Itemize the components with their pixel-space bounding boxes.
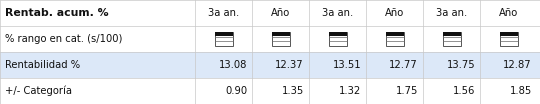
Text: 0.90: 0.90 [225,86,247,96]
Bar [0,52,540,78]
Text: 3a an.: 3a an. [208,8,239,18]
Text: 13.75: 13.75 [447,60,475,70]
Text: 12.77: 12.77 [389,60,418,70]
Text: 3a an.: 3a an. [436,8,467,18]
Bar [500,32,517,36]
Bar [214,32,233,36]
Text: Año: Año [271,8,290,18]
Bar [272,32,289,46]
Bar [328,32,347,36]
Text: +/- Categoría: +/- Categoría [5,86,72,96]
Text: 12.87: 12.87 [503,60,532,70]
Bar [0,0,540,26]
Text: % rango en cat. (s/100): % rango en cat. (s/100) [5,34,123,44]
Bar [442,32,461,36]
Text: 1.75: 1.75 [396,86,418,96]
Bar [328,32,347,46]
Text: 1.32: 1.32 [339,86,361,96]
Bar [386,32,403,46]
Text: 1.85: 1.85 [510,86,532,96]
Text: 13.08: 13.08 [219,60,247,70]
Bar [500,32,517,46]
Text: 13.51: 13.51 [333,60,361,70]
Text: Rentab. acum. %: Rentab. acum. % [5,8,109,18]
Bar [214,32,233,46]
Text: 1.56: 1.56 [453,86,475,96]
Text: 1.35: 1.35 [282,86,304,96]
Bar [0,78,540,104]
Text: 3a an.: 3a an. [322,8,353,18]
Bar [442,32,461,46]
Text: 12.37: 12.37 [275,60,304,70]
Bar [272,32,289,36]
Bar [386,32,403,36]
Bar [0,26,540,52]
Text: Rentabilidad %: Rentabilidad % [5,60,80,70]
Text: Año: Año [499,8,518,18]
Text: Año: Año [385,8,404,18]
